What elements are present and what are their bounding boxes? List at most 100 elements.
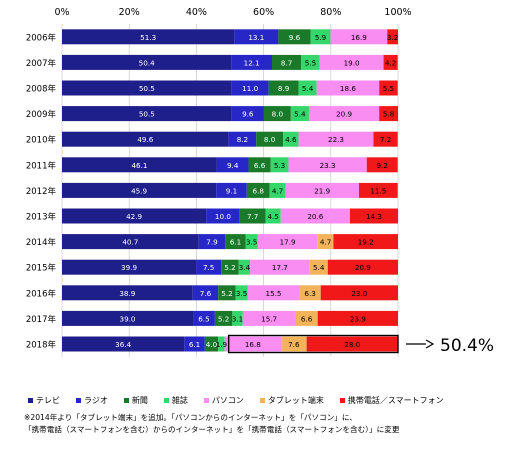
bar-segment [319, 54, 384, 70]
bar-segment [214, 310, 233, 326]
bar-segment [204, 336, 219, 352]
data-label: 1.9 [216, 340, 228, 349]
bar-segment [290, 106, 309, 122]
data-label: 4.2 [385, 58, 396, 67]
category-label: 2010年 [26, 135, 57, 146]
bar-segment [232, 310, 243, 326]
bar-segment [245, 234, 258, 250]
data-label: 17.9 [280, 238, 296, 247]
data-label: 46.1 [131, 161, 147, 170]
bar-segment [263, 106, 291, 122]
data-label: 11.0 [242, 84, 258, 93]
x-axis-tick-labels: 0% 20% 40% 60% 80% 100% [54, 7, 411, 18]
bar-segment [62, 131, 229, 147]
data-label: 16.9 [351, 33, 367, 42]
data-label: 21.9 [314, 186, 330, 195]
data-label: 9.6 [242, 110, 254, 119]
x-tick-label: 40% [186, 7, 207, 18]
bar-segment [62, 310, 194, 326]
data-label: 7.6 [288, 340, 300, 349]
bar-segment [265, 208, 281, 224]
data-label: 3.1 [232, 314, 243, 323]
legend-item: タブレット端末 [259, 395, 324, 406]
data-label: 12.1 [244, 58, 260, 67]
data-label: 5.5 [383, 84, 394, 93]
data-label: 23.3 [320, 161, 336, 170]
data-label: 8.0 [264, 135, 276, 144]
bar-segment [366, 157, 398, 173]
bar-segment [283, 131, 299, 147]
data-label: 5.2 [221, 289, 232, 298]
data-labels: 51.3 13.1 9.6 5.9 16.9 3.2 50.4 12.1 8.7 5.5 19.0 4… [115, 33, 398, 349]
bar-segment [330, 29, 388, 45]
bar-segment [327, 259, 398, 275]
legend-item: ラジオ [76, 395, 108, 406]
annotation-box [227, 334, 399, 354]
bar-segment [383, 54, 398, 70]
data-label: 7.9 [206, 238, 218, 247]
bar-segment [62, 208, 207, 224]
category-label: 2008年 [26, 84, 57, 95]
bar-segment [379, 106, 398, 122]
bar-segment [373, 131, 398, 147]
data-label: 18.6 [340, 84, 356, 93]
x-tick-label: 80% [320, 7, 341, 18]
legend-item: 新聞 [123, 395, 148, 406]
category-label: 2007年 [26, 58, 57, 69]
category-label: 2017年 [26, 314, 57, 325]
data-label: 7.6 [200, 289, 212, 298]
data-label: 9.4 [227, 161, 239, 170]
data-label: 13.1 [248, 33, 264, 42]
data-label: 9.1 [226, 186, 237, 195]
bar-segment [228, 131, 257, 147]
bar-segment [206, 208, 240, 224]
bar-segment [235, 285, 248, 301]
data-label: 5.4 [294, 110, 306, 119]
data-label: 8.9 [278, 84, 290, 93]
bar-segment [62, 182, 217, 198]
bar-segment [231, 80, 269, 96]
legend: テレビ ラジオ 新聞 雑誌 パソコン タブレット端末 携帯電話／スマートフォン [28, 392, 498, 408]
data-label: 20.6 [307, 212, 323, 221]
category-label: 2009年 [26, 109, 57, 120]
bar-segment [379, 80, 398, 96]
bar-segment [316, 80, 380, 96]
data-label: 3.5 [236, 289, 247, 298]
bar-segment [184, 336, 205, 352]
data-label: 11.5 [370, 186, 386, 195]
data-label: 14.3 [366, 212, 382, 221]
bar-segment [280, 208, 350, 224]
bar-segment [308, 106, 380, 122]
x-tick-label: 0% [54, 7, 69, 18]
bar-segment [62, 106, 232, 122]
category-label: 2016年 [26, 288, 57, 299]
data-label: 42.9 [126, 212, 142, 221]
bar-segment [278, 29, 311, 45]
bar-segment [269, 182, 286, 198]
bar-segment [225, 234, 246, 250]
legend-item: テレビ [28, 395, 60, 406]
bar-segment [192, 285, 219, 301]
data-label: 5.5 [305, 58, 316, 67]
bar-segment [196, 259, 222, 275]
data-label: 7.5 [203, 263, 214, 272]
data-label: 50.5 [139, 84, 155, 93]
data-label: 38.9 [119, 289, 135, 298]
data-label: 7.7 [247, 212, 258, 221]
legend-swatch [76, 397, 81, 403]
data-label: 5.4 [302, 84, 314, 93]
data-label: 45.9 [131, 186, 147, 195]
bar-segment [224, 336, 282, 352]
footnote-line-2: 「携帯電話（スマートフォンを含む）からのインターネット」を「携帯電話（スマートフ… [24, 425, 400, 434]
bar-segment [270, 157, 289, 173]
bar-segment [248, 157, 271, 173]
bar-segment [242, 310, 296, 326]
data-label: 5.2 [224, 263, 235, 272]
data-label: 19.2 [358, 238, 374, 247]
category-label: 2013年 [26, 212, 57, 223]
annotation-arrow-head [425, 339, 435, 349]
bar-segment [359, 182, 398, 198]
category-label: 2015年 [26, 263, 57, 274]
legend-item: 携帯電話／スマートフォン [339, 395, 444, 406]
